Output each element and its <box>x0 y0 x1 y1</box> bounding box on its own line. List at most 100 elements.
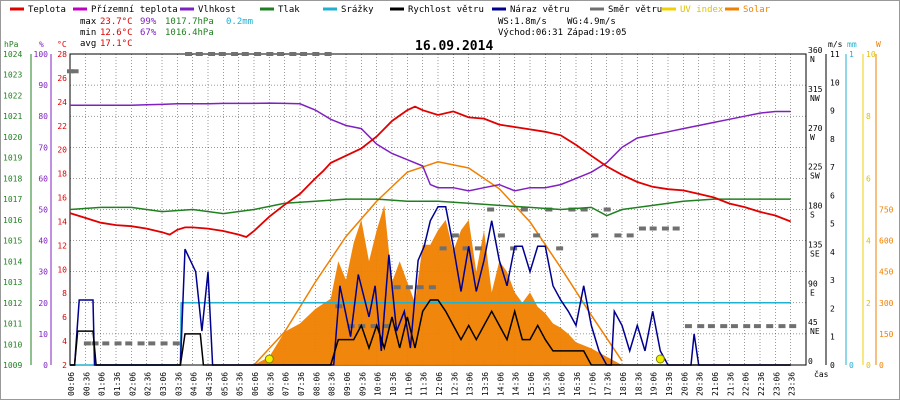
dir-label: NE <box>810 327 820 336</box>
press-tick: 1016 <box>3 216 22 225</box>
hum-tick: 90 <box>38 81 48 90</box>
wind-unit: m/s <box>828 40 843 49</box>
hum-unit: % <box>39 40 44 49</box>
stat-avg-temp: 17.1°C <box>100 39 133 49</box>
dir-tick: 360 <box>808 46 823 55</box>
temp-tick: 12 <box>57 241 67 250</box>
x-tick-label: 13:36 <box>481 372 490 396</box>
uv-tick: 10 <box>866 50 876 59</box>
pressure-line <box>69 198 791 217</box>
plot-area <box>67 52 797 366</box>
temp-tick: 10 <box>57 265 67 274</box>
x-tick-label: 09:06 <box>343 372 352 396</box>
legend: Teplota Přízemní teplota Vlhkost Tlak Srážky… <box>10 5 771 15</box>
uv-tick: 2 <box>866 299 871 308</box>
stat-avg-label: avg <box>80 39 96 49</box>
x-tick-label: 16:06 <box>558 372 567 396</box>
sunset: Západ:19:05 <box>567 28 627 38</box>
uv-tick: 4 <box>866 237 871 246</box>
rain-tick: 1 <box>849 50 854 59</box>
x-tick-label: 15:06 <box>527 372 536 396</box>
hum-tick: 30 <box>38 268 48 277</box>
solar-tick: 750 <box>879 206 894 215</box>
hum-tick: 20 <box>38 299 48 308</box>
dir-label: SW <box>810 172 820 181</box>
x-tick-label: 14:06 <box>496 372 505 396</box>
temp-tick: 22 <box>57 122 67 131</box>
x-tick-label: 17:06 <box>588 372 597 396</box>
uv-marker <box>264 354 274 364</box>
press-tick: 1010 <box>3 340 22 349</box>
temp-tick: 6 <box>62 313 67 322</box>
legend-label: Vlhkost <box>198 5 236 15</box>
wind-wg: WG:4.9m/s <box>567 17 616 27</box>
press-unit: hPa <box>4 40 19 49</box>
stat-max-press: 1017.7hPa <box>165 17 214 27</box>
hum-tick: 10 <box>38 330 48 339</box>
x-tick-label: 23:06 <box>772 372 781 396</box>
wind-tick: 10 <box>830 78 840 87</box>
hum-tick: 80 <box>38 112 48 121</box>
hum-tick: 100 <box>34 50 49 59</box>
press-tick: 1014 <box>3 257 22 266</box>
dir-label: S <box>810 211 815 220</box>
temp-tick: 18 <box>57 170 67 179</box>
press-tick: 1018 <box>3 174 22 183</box>
x-tick-label: 12:36 <box>450 372 459 396</box>
x-tick-label: 11:06 <box>404 372 413 396</box>
legend-label: Náraz větru <box>510 5 570 15</box>
dir-label: SE <box>810 249 820 258</box>
dir-tick: 315 <box>808 85 823 94</box>
x-tick-label: 00:36 <box>82 372 91 396</box>
dir-label: N <box>810 55 815 64</box>
press-tick: 1015 <box>3 237 22 246</box>
x-tick-label: 09:36 <box>358 372 367 396</box>
temperature-line <box>69 105 792 239</box>
x-tick-label: 08:36 <box>328 372 337 396</box>
solar-tick: 150 <box>879 330 894 339</box>
x-tick-label: 22:06 <box>742 372 751 396</box>
press-tick: 1013 <box>3 278 22 287</box>
press-tick: 1021 <box>3 112 22 121</box>
stats-block: max 23.7°C 99% 1017.7hPa 0.2mm min 12.6°… <box>80 17 253 49</box>
wind-tick: 1 <box>830 333 835 342</box>
x-tick-label: 02:36 <box>144 372 153 396</box>
solar-tick: 450 <box>879 268 894 277</box>
dir-tick: 180 <box>808 202 823 211</box>
temp-unit: °C <box>57 40 67 49</box>
x-tick-label: 08:06 <box>312 372 321 396</box>
rain-tick: 0 <box>849 361 854 370</box>
x-tick-label: 18:36 <box>634 372 643 396</box>
temp-tick: 26 <box>57 74 67 83</box>
press-tick: 1019 <box>3 154 22 163</box>
rain-unit: mm <box>847 40 857 49</box>
legend-label: Teplota <box>28 5 66 15</box>
legend-label: Srážky <box>341 5 374 15</box>
press-tick: 1020 <box>3 133 22 142</box>
wind-speed-line <box>70 299 791 366</box>
solar-theoretical-line <box>253 161 623 366</box>
x-tick-label: 06:36 <box>266 372 275 396</box>
x-tick-label: 11:36 <box>420 372 429 396</box>
x-tick-label: 03:06 <box>159 372 168 396</box>
press-tick: 1011 <box>3 320 22 329</box>
wind-tick: 2 <box>830 304 835 313</box>
x-tick-label: 14:36 <box>512 372 521 396</box>
temp-tick: 28 <box>57 50 67 59</box>
x-tick-label: 05:36 <box>236 372 245 396</box>
x-tick-label: 20:36 <box>696 372 705 396</box>
sunrise: Východ:06:31 <box>498 28 563 38</box>
temp-tick: 24 <box>57 98 67 107</box>
press-tick: 1012 <box>3 299 22 308</box>
legend-label: Solar <box>743 5 771 15</box>
dir-label: W <box>810 133 815 142</box>
x-tick-label: 02:06 <box>128 372 137 396</box>
uv-tick: 0 <box>866 361 871 370</box>
press-tick: 1023 <box>3 71 22 80</box>
wind-tick: 0 <box>830 361 835 370</box>
stat-min-temp: 12.6°C <box>100 28 133 38</box>
x-tick-label: 01:36 <box>113 372 122 396</box>
x-tick-label: 00:06 <box>67 372 76 396</box>
wind-tick: 5 <box>830 220 835 229</box>
dir-tick: 45 <box>808 318 818 327</box>
